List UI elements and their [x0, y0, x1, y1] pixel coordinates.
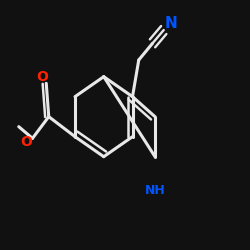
Text: NH: NH [144, 184, 166, 196]
Text: N: N [165, 16, 177, 31]
Text: O: O [36, 70, 48, 84]
Text: O: O [20, 135, 32, 149]
